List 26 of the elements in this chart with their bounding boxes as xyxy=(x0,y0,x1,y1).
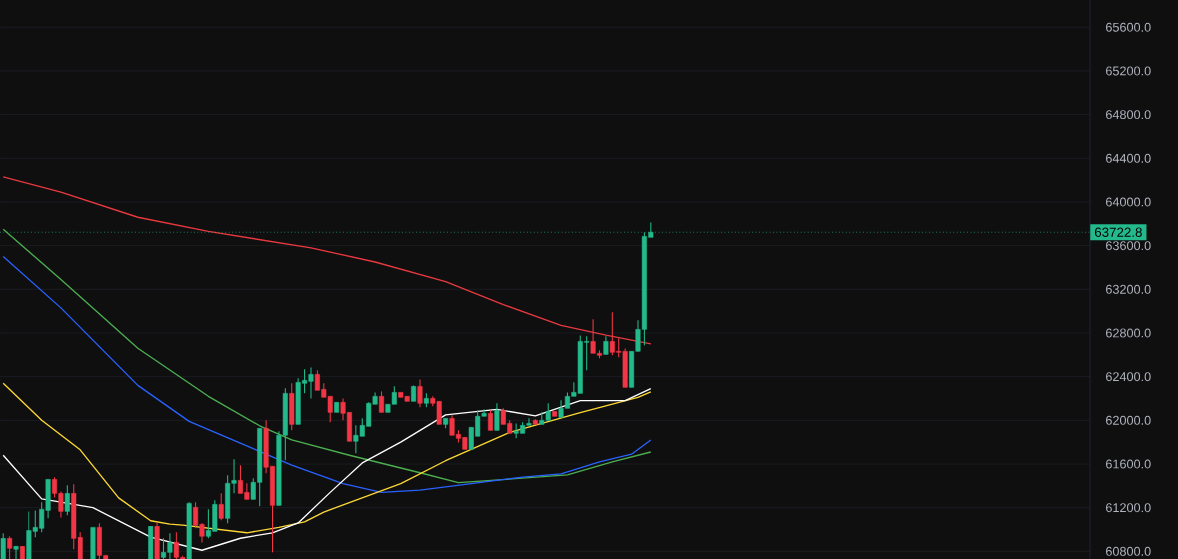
y-tick-label: 64800.0 xyxy=(1106,110,1151,120)
candlestick xyxy=(64,484,70,516)
y-tick-label: 62800.0 xyxy=(1106,328,1151,338)
candlestick xyxy=(603,335,609,355)
candlestick xyxy=(186,501,192,559)
candlestick xyxy=(13,545,19,559)
candlestick xyxy=(417,378,423,408)
candlestick xyxy=(378,390,385,413)
y-tick-label: 63200.0 xyxy=(1106,284,1151,294)
candlestick xyxy=(7,535,13,559)
candlestick xyxy=(494,402,500,431)
y-tick-label: 61600.0 xyxy=(1106,459,1151,469)
candlestick xyxy=(487,409,494,431)
y-tick-label: 63600.0 xyxy=(1106,241,1151,251)
y-tick-label: 65200.0 xyxy=(1106,66,1151,76)
candlestick xyxy=(0,532,6,559)
y-tick-label: 61200.0 xyxy=(1106,503,1151,513)
y-tick-label: 65600.0 xyxy=(1106,22,1151,32)
candlestick xyxy=(90,526,96,559)
candlestick xyxy=(218,492,224,521)
y-tick-label: 60800.0 xyxy=(1106,546,1151,556)
y-tick-label: 62400.0 xyxy=(1106,372,1151,382)
y-tick-label: 64000.0 xyxy=(1106,197,1151,207)
y-tick-label: 64400.0 xyxy=(1106,153,1151,163)
y-tick-label: 62000.0 xyxy=(1106,415,1151,425)
ref-line-label: 63722.8 xyxy=(1094,227,1142,237)
